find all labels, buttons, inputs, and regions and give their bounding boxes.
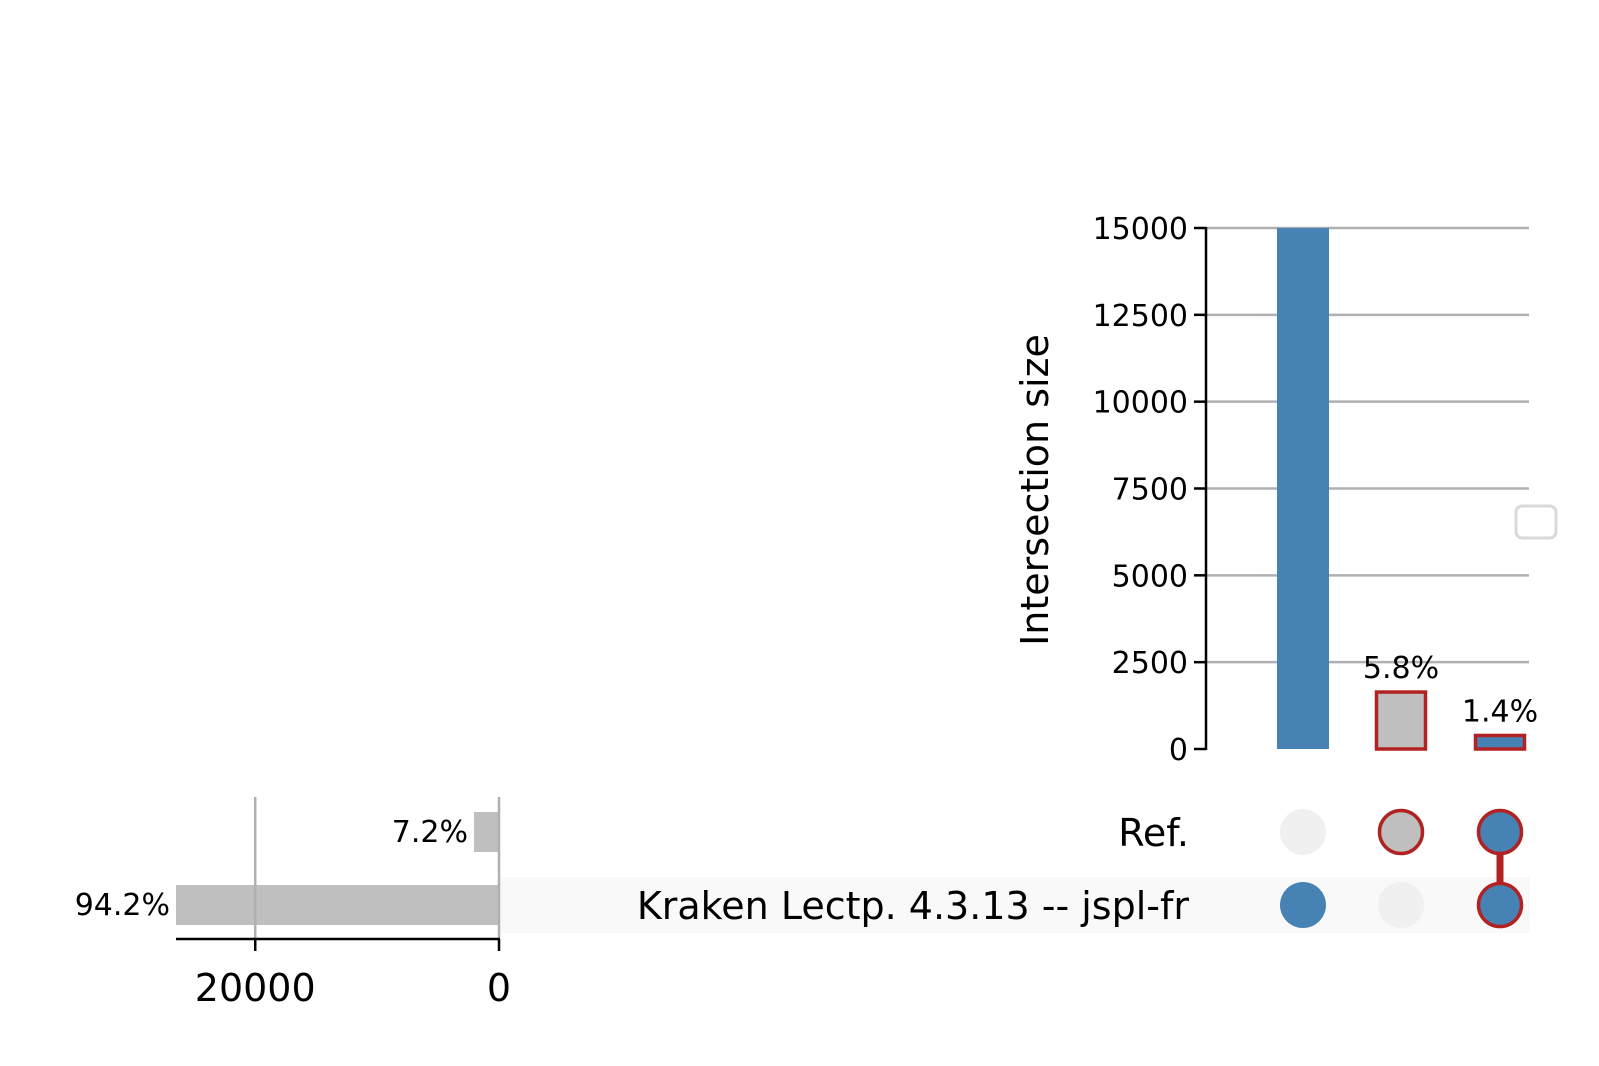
set-size-bar bbox=[474, 812, 499, 852]
y-tick-label: 12500 bbox=[1093, 299, 1188, 334]
y-tick-label: 10000 bbox=[1093, 386, 1188, 421]
intersection-bar-label: 5.8% bbox=[1363, 651, 1439, 686]
matrix-dot-inactive bbox=[1280, 809, 1326, 855]
set-size-x-axis: 20000 0 bbox=[176, 797, 511, 1010]
intersection-bar bbox=[1374, 690, 1428, 751]
y-tick-label: 7500 bbox=[1112, 473, 1188, 508]
matrix-row-shading bbox=[499, 877, 1530, 933]
intersection-bar bbox=[1277, 228, 1329, 749]
row-shading-band bbox=[499, 877, 1530, 933]
set-size-bar bbox=[176, 885, 499, 925]
set-size-tick-label: 0 bbox=[487, 966, 511, 1010]
intersection-y-axis-label: Intersection size bbox=[1013, 334, 1057, 646]
set-names: Ref. Kraken Lectp. 4.3.13 -- jspl-fr bbox=[637, 811, 1190, 928]
intersection-bar bbox=[1473, 733, 1527, 751]
legend-box bbox=[1514, 504, 1558, 540]
matrix-dot-inactive bbox=[1378, 882, 1424, 928]
legend bbox=[1514, 504, 1558, 540]
y-tick-label: 2500 bbox=[1112, 646, 1188, 681]
set-size-bar-label: 7.2% bbox=[392, 815, 468, 850]
y-tick-label: 15000 bbox=[1093, 212, 1188, 247]
set-size-bar-label: 94.2% bbox=[75, 888, 170, 923]
set-size-tick-label: 20000 bbox=[195, 966, 316, 1010]
matrix-dot-active bbox=[1377, 808, 1425, 856]
membership-matrix bbox=[1280, 808, 1524, 929]
matrix-dot-active bbox=[1476, 808, 1524, 856]
set-size-bars: 7.2% 94.2% bbox=[75, 812, 499, 925]
matrix-dot-active bbox=[1476, 881, 1524, 929]
intersection-y-axis: 0 2500 5000 7500 10000 12500 15000 bbox=[1093, 212, 1208, 768]
set-name-label: Kraken Lectp. 4.3.13 -- jspl-fr bbox=[637, 884, 1190, 928]
y-tick-label: 5000 bbox=[1112, 559, 1188, 594]
intersection-gridlines bbox=[1206, 226, 1529, 664]
matrix-dot-active bbox=[1280, 882, 1326, 928]
set-name-label: Ref. bbox=[1118, 811, 1189, 855]
y-tick-label: 0 bbox=[1169, 733, 1188, 768]
intersection-bar-label: 1.4% bbox=[1462, 694, 1538, 729]
intersection-bars: 5.8% 1.4% bbox=[1277, 228, 1538, 751]
